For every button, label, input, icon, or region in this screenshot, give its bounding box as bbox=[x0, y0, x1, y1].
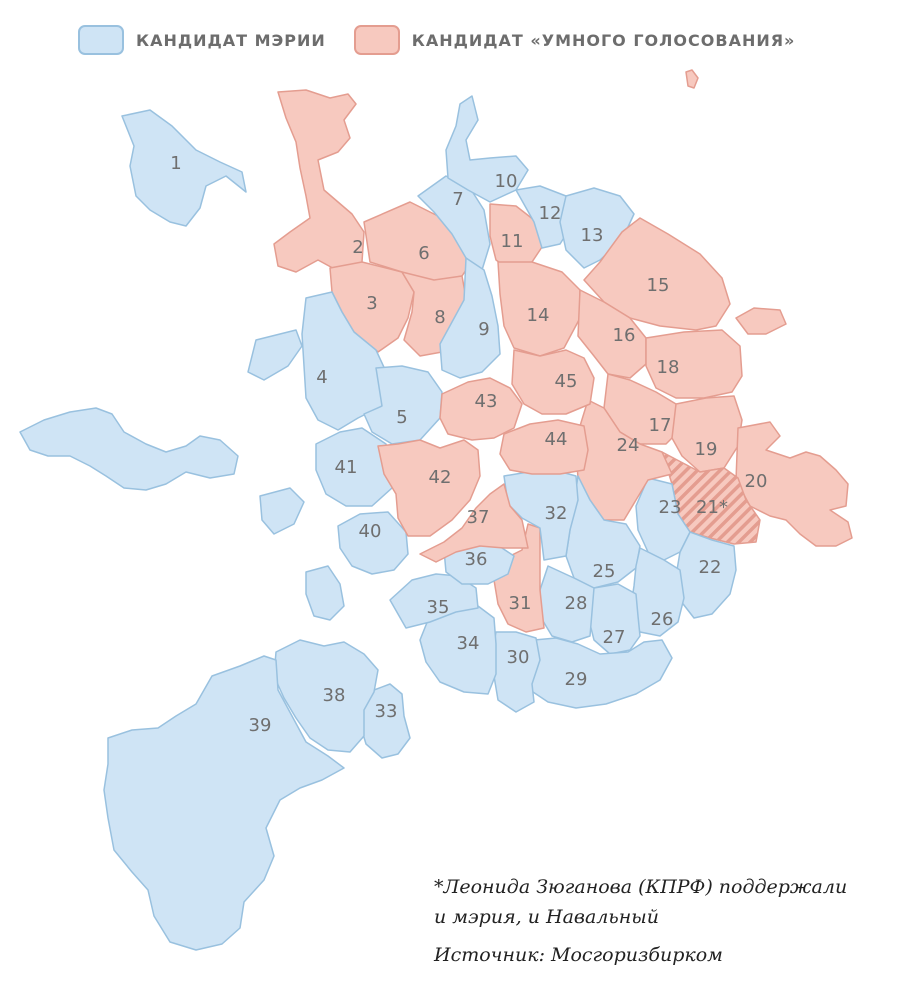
legend-swatch-mayor bbox=[78, 25, 124, 55]
district-2-area bbox=[273, 89, 365, 273]
district-17-label: 17 bbox=[649, 415, 672, 436]
district-40-label: 40 bbox=[359, 521, 382, 542]
district-42-label: 42 bbox=[429, 467, 452, 488]
district-21-label: 21* bbox=[696, 497, 728, 518]
district-39-label: 39 bbox=[249, 715, 272, 736]
district-35-label: 35 bbox=[427, 597, 450, 618]
district-34-label: 34 bbox=[457, 633, 480, 654]
district-38-label: 38 bbox=[323, 685, 346, 706]
district-30-label: 30 bbox=[507, 647, 530, 668]
district-23-area bbox=[635, 477, 691, 561]
map-legend: КАНДИДАТ МЭРИИ КАНДИДАТ «УМНОГО ГОЛОСОВА… bbox=[78, 24, 823, 56]
district-24-label: 24 bbox=[617, 435, 640, 456]
map-notes: *Леонида Зюганова (КПРФ) поддержали и мэ… bbox=[434, 872, 847, 970]
district-15-area bbox=[583, 217, 787, 335]
district-43-label: 43 bbox=[475, 391, 498, 412]
district-20-label: 20 bbox=[745, 471, 768, 492]
district-40-area bbox=[305, 511, 409, 621]
footnote-line-2: и мэрия, и Навальный bbox=[434, 906, 659, 928]
district-35-area bbox=[389, 573, 479, 629]
district-19-area bbox=[671, 395, 743, 473]
district-37-area bbox=[419, 483, 529, 563]
district-43-area bbox=[439, 377, 523, 441]
district-29-label: 29 bbox=[565, 669, 588, 690]
district-26-area bbox=[629, 547, 685, 637]
district-11-label: 11 bbox=[501, 231, 524, 252]
district-6-label: 6 bbox=[418, 243, 429, 264]
district-36-label: 36 bbox=[465, 549, 488, 570]
district-33-label: 33 bbox=[375, 701, 398, 722]
district-44-label: 44 bbox=[545, 429, 568, 450]
district-19-label: 19 bbox=[695, 439, 718, 460]
district-38-area bbox=[273, 639, 379, 753]
district-31-area bbox=[493, 523, 545, 633]
district-18-area bbox=[645, 329, 743, 399]
legend-swatch-smart-voting bbox=[353, 25, 400, 55]
outlying-area-northeast bbox=[685, 69, 699, 89]
legend-item-mayor: КАНДИДАТ МЭРИИ bbox=[78, 25, 326, 55]
district-16-area bbox=[577, 289, 647, 379]
district-25-label: 25 bbox=[593, 561, 616, 582]
district-3-label: 3 bbox=[366, 293, 377, 314]
district-45-label: 45 bbox=[555, 371, 578, 392]
district-12-label: 12 bbox=[539, 203, 562, 224]
district-15-label: 15 bbox=[647, 275, 670, 296]
district-29-area bbox=[527, 637, 673, 709]
district-32-label: 32 bbox=[545, 503, 568, 524]
district-14-area bbox=[497, 261, 581, 357]
district-44-area bbox=[499, 419, 589, 475]
district-37-label: 37 bbox=[467, 507, 490, 528]
legend-label-smart-voting: КАНДИДАТ «УМНОГО ГОЛОСОВАНИЯ» bbox=[411, 30, 796, 50]
legend-label-mayor: КАНДИДАТ МЭРИИ bbox=[136, 30, 326, 50]
district-4-label: 4 bbox=[316, 367, 327, 388]
district-2-label: 2 bbox=[352, 237, 363, 258]
district-5-label: 5 bbox=[396, 407, 407, 428]
district-1-label: 1 bbox=[170, 153, 181, 174]
district-27-label: 27 bbox=[603, 627, 626, 648]
district-16-label: 16 bbox=[613, 325, 636, 346]
district-26-label: 26 bbox=[651, 609, 674, 630]
district-30-area bbox=[491, 631, 541, 713]
legend-item-smart-voting: КАНДИДАТ «УМНОГО ГОЛОСОВАНИЯ» bbox=[353, 25, 796, 55]
district-1-area bbox=[121, 109, 247, 227]
district-31-label: 31 bbox=[509, 593, 532, 614]
district-18-label: 18 bbox=[657, 357, 680, 378]
district-22-label: 22 bbox=[699, 557, 722, 578]
district-8-label: 8 bbox=[434, 307, 445, 328]
district-9-area bbox=[439, 257, 501, 379]
district-14-label: 14 bbox=[527, 305, 550, 326]
district-45-area bbox=[511, 349, 595, 415]
district-9-label: 9 bbox=[478, 319, 489, 340]
district-10-label: 10 bbox=[495, 171, 518, 192]
district-39-area bbox=[103, 655, 345, 951]
district-20-area bbox=[735, 421, 853, 547]
district-7-label: 7 bbox=[452, 189, 463, 210]
district-10-area bbox=[445, 95, 529, 203]
district-23-label: 23 bbox=[659, 497, 682, 518]
district-42-area bbox=[377, 439, 481, 537]
outlying-area-west bbox=[19, 407, 239, 491]
district-28-label: 28 bbox=[565, 593, 588, 614]
district-41-label: 41 bbox=[335, 457, 358, 478]
footnote-line-1: *Леонида Зюганова (КПРФ) поддержали bbox=[434, 876, 848, 898]
district-13-label: 13 bbox=[581, 225, 604, 246]
source-note: Источник: Мосгоризбирком bbox=[434, 944, 723, 966]
